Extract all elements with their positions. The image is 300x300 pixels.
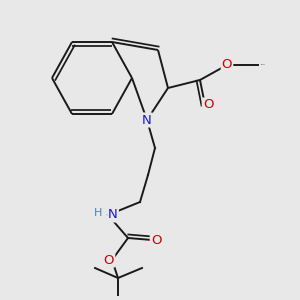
Text: O: O bbox=[222, 58, 232, 71]
Text: O: O bbox=[104, 254, 114, 266]
Text: methyl: methyl bbox=[261, 64, 266, 65]
Text: H: H bbox=[94, 208, 102, 218]
Text: N: N bbox=[142, 113, 152, 127]
Text: N: N bbox=[108, 208, 118, 221]
Text: O: O bbox=[203, 98, 213, 112]
Text: O: O bbox=[151, 233, 161, 247]
